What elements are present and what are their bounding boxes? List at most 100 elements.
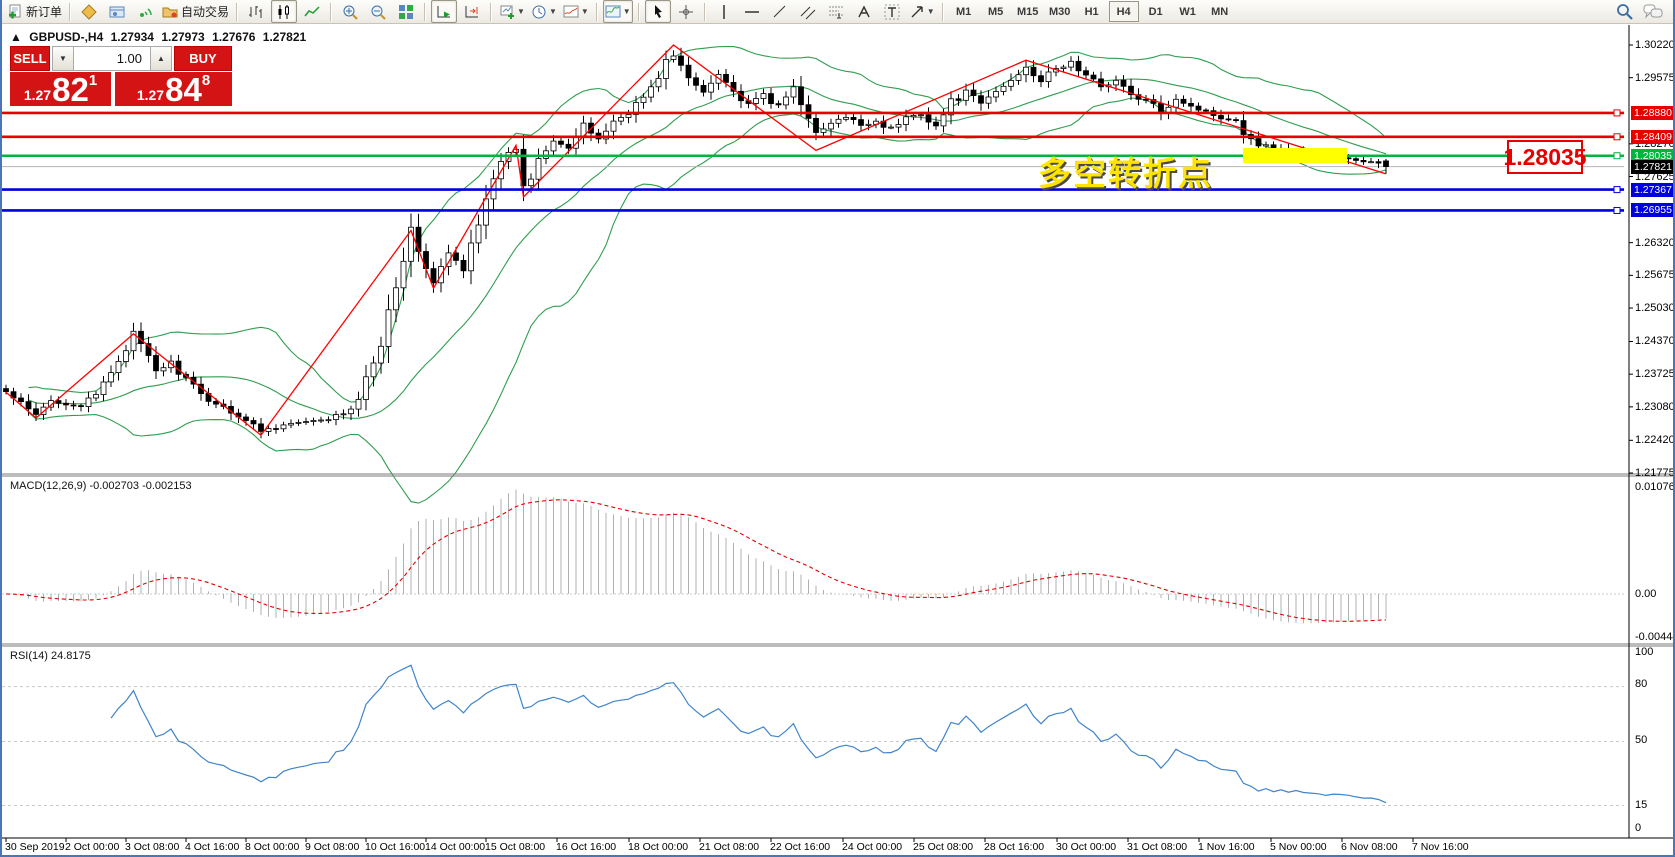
date-label: 3 Oct 08:00: [125, 841, 180, 853]
candlestick-chart-button[interactable]: [271, 0, 298, 23]
turning-point-annotation[interactable]: 多空转折点: [1038, 155, 1213, 192]
channel-button[interactable]: [795, 0, 821, 23]
timeframe-m15-button[interactable]: M15: [1016, 5, 1039, 18]
signals-icon: [137, 4, 153, 20]
crosshair-icon: [678, 4, 694, 20]
chevron-down-icon: ▼: [580, 7, 589, 16]
sell-button[interactable]: SELL: [10, 46, 50, 71]
sell-price[interactable]: 1.27 82 1: [10, 72, 111, 106]
timeframe-m30-button[interactable]: M30: [1048, 5, 1071, 18]
separator: [637, 2, 640, 21]
chat-icon: [1643, 3, 1663, 21]
separator: [595, 2, 598, 21]
vertical-line-button[interactable]: [711, 0, 737, 23]
arrows-button[interactable]: ▼: [907, 0, 937, 23]
buy-price-pip: 8: [201, 72, 211, 89]
price-axis-label: 1.30220: [1635, 39, 1675, 51]
cursor-button[interactable]: [644, 0, 671, 23]
timeframe-mn-button[interactable]: MN: [1211, 5, 1229, 18]
date-label: 31 Oct 08:00: [1127, 841, 1188, 853]
buy-price[interactable]: 1.27 84 8: [115, 72, 232, 106]
bollinger-upper-band: [28, 46, 1387, 403]
search-icon: [1616, 3, 1634, 21]
bar-chart-icon: [248, 4, 264, 20]
date-label: 15 Oct 08:00: [485, 841, 546, 853]
line-chart-icon: [304, 4, 320, 20]
templates-button[interactable]: ▼: [561, 0, 591, 23]
text-button[interactable]: [851, 0, 877, 23]
autoscroll-button[interactable]: [431, 0, 458, 23]
trendline-icon: [772, 4, 788, 20]
chart-shift-button[interactable]: [459, 0, 485, 23]
tile-windows-icon: [398, 4, 414, 20]
highlight-rectangle[interactable]: [1243, 148, 1347, 163]
one-click-trade-panel: SELL ▼ 1.00 ▲ BUY 1.27 82 1 1.27 84 8: [10, 46, 232, 106]
buy-button[interactable]: BUY: [174, 46, 232, 71]
level-line-handle[interactable]: [1613, 186, 1621, 194]
volume-increase-button[interactable]: ▲: [150, 46, 172, 71]
rsi-axis-label: 0: [1635, 822, 1642, 834]
bar-chart-button[interactable]: [243, 0, 269, 23]
volume-control: ▼ 1.00 ▲: [52, 46, 172, 71]
label-button[interactable]: [879, 0, 905, 23]
chat-button[interactable]: [1640, 0, 1666, 23]
indicators-icon: [605, 4, 621, 20]
label-icon: [884, 4, 900, 20]
candlesticks: [3, 47, 1389, 439]
separator: [490, 2, 493, 21]
data-window-button[interactable]: [104, 0, 130, 23]
trendline-button[interactable]: [767, 0, 793, 23]
price-chip-1.27367: 1.27367: [1631, 182, 1673, 197]
zoom-out-button[interactable]: [365, 0, 391, 23]
date-label: 18 Oct 00:00: [628, 841, 689, 853]
zigzag-line[interactable]: [5, 44, 1387, 437]
rsi-axis-label: 15: [1635, 799, 1648, 811]
timeframe-h4-button[interactable]: H4: [1108, 1, 1139, 22]
level-line-handle[interactable]: [1613, 206, 1621, 214]
crosshair-button[interactable]: [673, 0, 699, 23]
gold-diamond-icon: [81, 3, 97, 20]
new-order-button[interactable]: 新订单: [5, 0, 64, 23]
collapse-triangle-icon[interactable]: ▲: [10, 30, 22, 44]
periods-button[interactable]: ▼: [529, 0, 559, 23]
autoscroll-icon: [436, 4, 452, 20]
level-line-handle[interactable]: [1613, 152, 1621, 160]
autotrade-button[interactable]: 自动交易: [160, 0, 231, 23]
text-icon: [856, 4, 872, 20]
templates-icon: [563, 4, 579, 20]
new-chart-button[interactable]: ▼: [497, 0, 527, 23]
price-chip-1.28409: 1.28409: [1631, 129, 1673, 144]
volume-input[interactable]: 1.00: [74, 46, 150, 71]
timeframe-h1-button[interactable]: H1: [1084, 5, 1099, 18]
price-axis-label: 1.22420: [1635, 434, 1675, 447]
macd-axis-label: 0.00: [1635, 588, 1657, 600]
cursor-icon: [650, 4, 666, 20]
timeframe-m1-button[interactable]: M1: [956, 5, 972, 18]
chevron-down-icon: ▼: [517, 7, 525, 16]
timeframe-w1-button[interactable]: W1: [1179, 5, 1196, 18]
signals-button[interactable]: [132, 0, 158, 23]
gold-diamond-button[interactable]: [76, 0, 102, 23]
zoom-in-button[interactable]: [337, 0, 363, 23]
separator: [703, 2, 706, 21]
fibonacci-button[interactable]: [823, 0, 849, 23]
symbol-header: ▲ GBPUSD-,H4 1.27934 1.27973 1.27676 1.2…: [10, 30, 310, 44]
macd-axis-label: 0.010764: [1635, 481, 1675, 493]
indicators-button[interactable]: ▼: [602, 0, 633, 23]
horizontal-line-button[interactable]: [739, 0, 765, 23]
timeframe-d1-button[interactable]: D1: [1148, 5, 1163, 18]
symbol-name: GBPUSD-,H4: [29, 30, 104, 44]
line-chart-button[interactable]: [299, 0, 325, 23]
macd-axis-label: -0.004446: [1635, 631, 1673, 643]
price-flag-label[interactable]: 1.28035: [1503, 140, 1587, 174]
timeframe-group: M1 M5 M15 M30 H1 H4 D1 W1 MN: [948, 1, 1236, 22]
timeframe-m5-button[interactable]: M5: [988, 5, 1004, 18]
level-line-handle[interactable]: [1613, 133, 1621, 141]
search-button[interactable]: [1612, 0, 1638, 23]
separator: [941, 2, 944, 21]
volume-decrease-button[interactable]: ▼: [52, 46, 74, 71]
tile-windows-button[interactable]: [393, 0, 419, 23]
level-line-handle[interactable]: [1613, 109, 1621, 117]
